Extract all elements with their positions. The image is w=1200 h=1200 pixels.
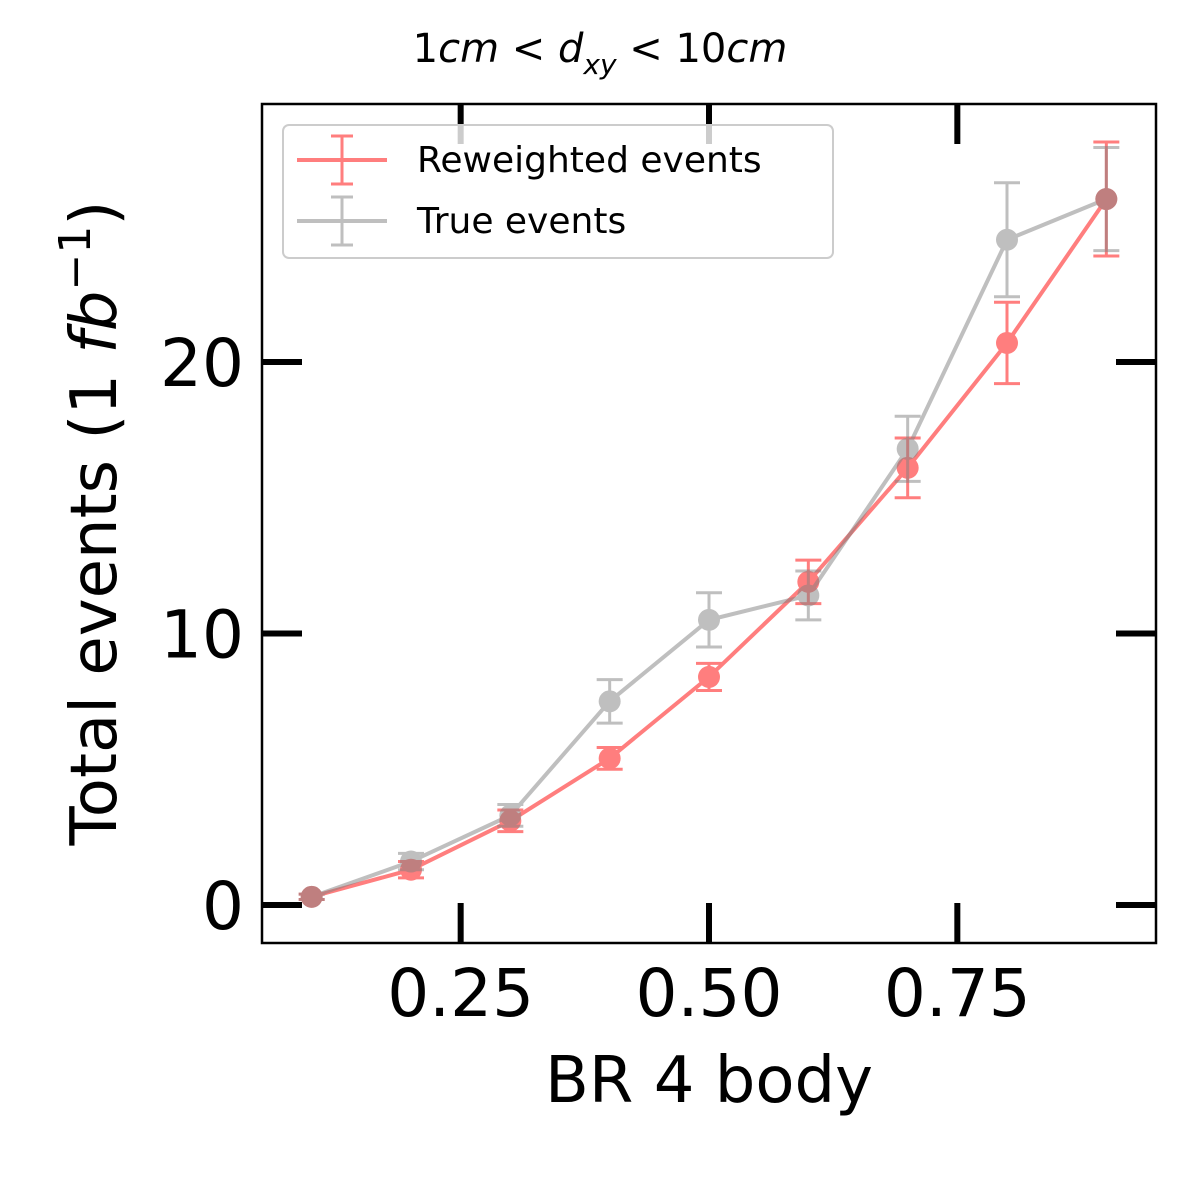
data-point — [400, 850, 422, 873]
series-true-events — [298, 145, 1120, 908]
data-point — [1095, 188, 1118, 211]
chart-title: 1cm < dxy < 10cm — [413, 26, 788, 81]
data-point — [598, 690, 621, 713]
data-point — [698, 665, 720, 688]
plot-frame — [260, 102, 1158, 945]
y-tick-label-2: 20 — [160, 325, 244, 402]
y-axis-label: Total events (1 fb−1) — [50, 201, 132, 847]
legend-handles — [297, 134, 387, 247]
data-point — [300, 885, 323, 908]
data-point — [499, 804, 522, 827]
data-point — [698, 608, 720, 631]
legend-label-reweighted: Reweighted events — [417, 140, 762, 181]
data-point — [598, 747, 621, 770]
legend-box — [282, 124, 834, 259]
plot-marks — [298, 140, 1120, 908]
legend: Reweighted events True events — [282, 124, 834, 259]
x-tick-label-2: 0.75 — [884, 955, 1031, 1032]
legend-handle-reweighted-events — [297, 134, 387, 186]
x-tick-label-1: 0.50 — [636, 955, 783, 1032]
x-axis-label: BR 4 body — [545, 1044, 873, 1118]
data-point — [797, 584, 820, 607]
y-tick-label-0: 0 — [202, 868, 244, 945]
x-tick-label-0: 0.25 — [387, 955, 534, 1032]
y-tick-label-1: 10 — [160, 596, 244, 673]
legend-label-true: True events — [416, 201, 626, 242]
data-point — [996, 331, 1018, 354]
legend-handle-true-events — [297, 195, 387, 247]
data-point — [996, 228, 1018, 251]
data-point — [896, 437, 919, 460]
